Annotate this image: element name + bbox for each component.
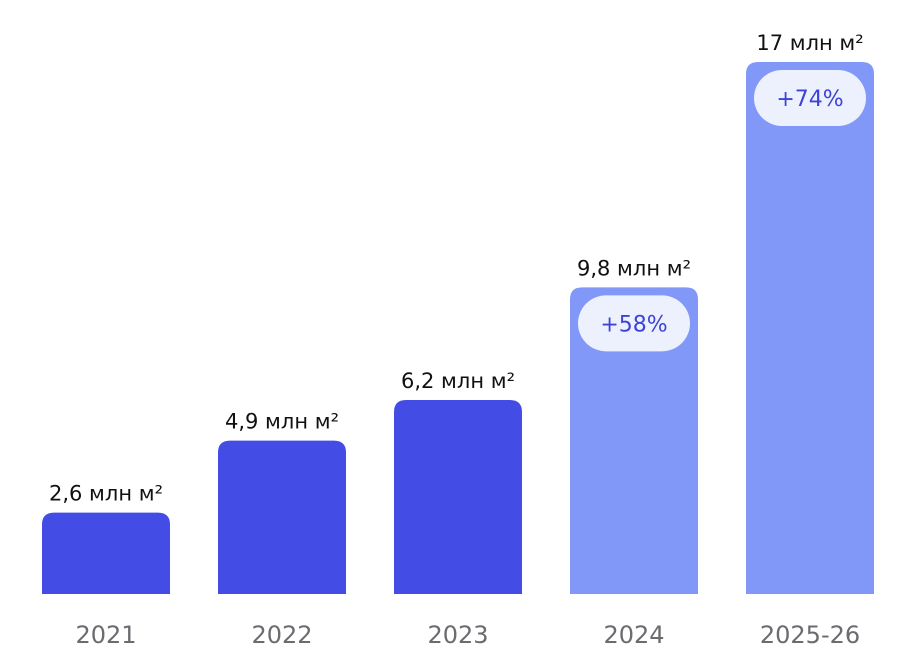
value-label-2023: 6,2 млн м²: [401, 369, 515, 393]
growth-badge-2025-26: [754, 70, 866, 126]
value-label-2022: 4,9 млн м²: [225, 410, 339, 434]
category-label-2025-26: 2025-26: [760, 621, 860, 649]
bar-2025-26: [746, 62, 874, 594]
bar-2021: [42, 512, 170, 594]
bar-group-2023: 6,2 млн м² 2023: [394, 369, 522, 649]
growth-badge-2024: [578, 295, 690, 352]
bar-group-2025-26: 17 млн м² +74% 2025-26: [746, 31, 874, 649]
bar-group-2024: 9,8 млн м² +58% 2024: [570, 256, 698, 649]
bar-group-2022: 4,9 млн м² 2022: [218, 410, 346, 649]
bar-2022: [218, 440, 346, 594]
growth-badge-text-2024: +58%: [600, 312, 667, 337]
bar-2024: [570, 287, 698, 594]
value-label-2024: 9,8 млн м²: [577, 256, 691, 280]
value-label-2025-26: 17 млн м²: [756, 31, 863, 55]
value-label-2021: 2,6 млн м²: [49, 482, 163, 506]
growth-badge-text-2025-26: +74%: [776, 87, 843, 112]
category-label-2023: 2023: [427, 621, 488, 649]
category-label-2021: 2021: [75, 621, 136, 649]
bars-layer: 2,6 млн м² 2021 4,9 млн м² 2022 6,2 млн м² 20…: [42, 31, 874, 649]
category-label-2024: 2024: [603, 621, 664, 649]
bar-group-2021: 2,6 млн м² 2021: [42, 482, 170, 649]
bar-2023: [394, 399, 522, 594]
category-label-2022: 2022: [251, 621, 312, 649]
